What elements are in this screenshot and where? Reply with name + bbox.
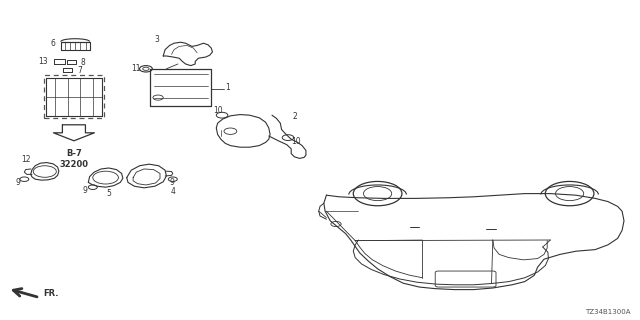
Text: B-7: B-7 — [66, 149, 82, 158]
Text: 4: 4 — [170, 188, 175, 196]
Text: 8: 8 — [81, 58, 86, 67]
Text: 9: 9 — [82, 186, 87, 195]
Text: 6: 6 — [51, 39, 56, 49]
Text: 9: 9 — [169, 178, 174, 187]
Text: 5: 5 — [106, 189, 111, 198]
Text: 11: 11 — [131, 64, 140, 73]
Text: TZ34B1300A: TZ34B1300A — [585, 309, 631, 315]
Text: 10: 10 — [291, 137, 301, 146]
Text: 32200: 32200 — [60, 160, 88, 169]
Text: 3: 3 — [154, 36, 159, 44]
Text: 7: 7 — [77, 66, 82, 75]
Text: 9: 9 — [15, 178, 20, 187]
Text: FR.: FR. — [44, 289, 59, 298]
Text: 12: 12 — [21, 156, 30, 164]
Text: 13: 13 — [38, 57, 48, 66]
Text: 2: 2 — [292, 112, 297, 121]
Text: 1: 1 — [225, 83, 230, 92]
Text: 10: 10 — [212, 106, 223, 115]
